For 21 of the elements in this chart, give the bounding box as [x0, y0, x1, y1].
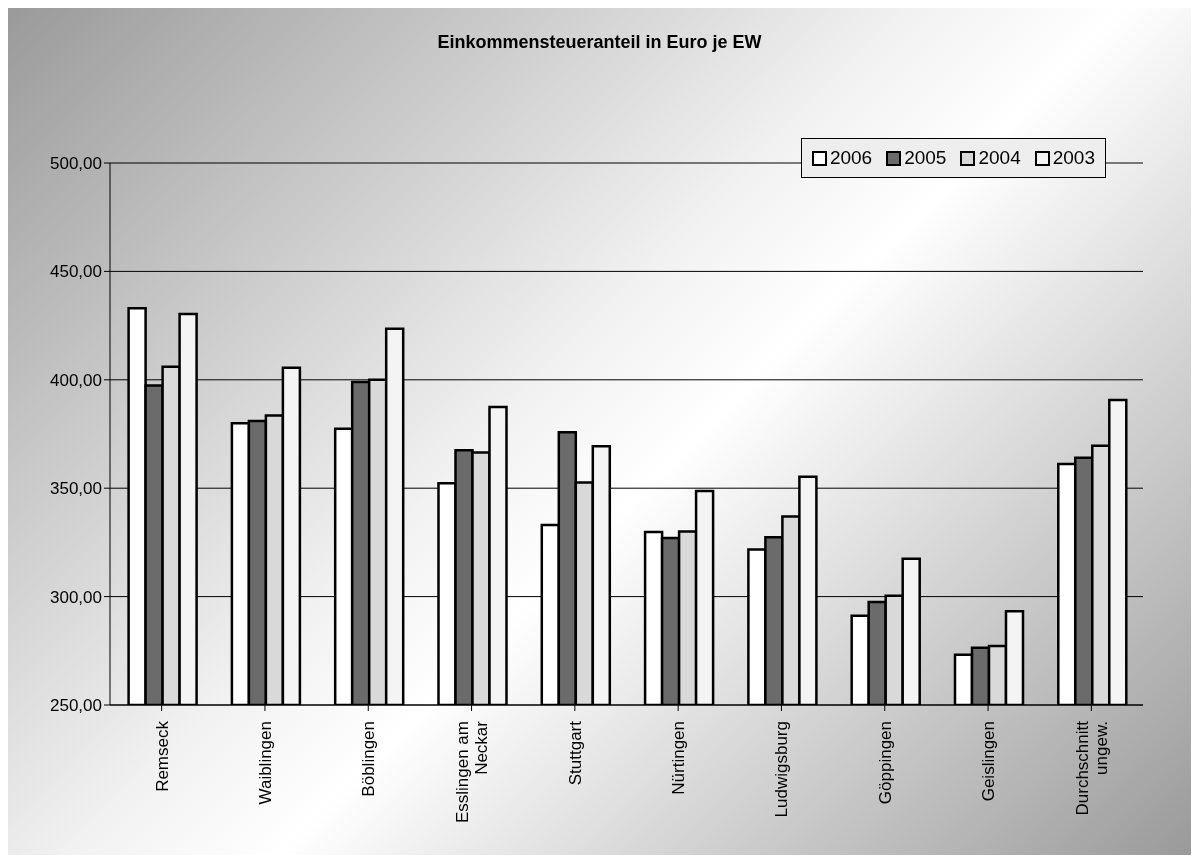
legend-label: 2005	[904, 147, 947, 169]
x-tick-label: Remseck	[152, 720, 172, 792]
legend-label: 2006	[829, 147, 873, 169]
y-tick-label: 450,00	[50, 262, 102, 282]
x-tick-label: Geislingen	[979, 721, 999, 802]
x-tick-label: Ludwigsburg	[772, 721, 792, 818]
y-tick-label: 300,00	[50, 587, 102, 607]
x-tick-label: Stuttgart	[565, 720, 585, 786]
legend-label: 2004	[978, 147, 1021, 169]
legend-label: 2003	[1052, 147, 1095, 169]
x-tick-label: Esslingen am Neckar	[453, 720, 492, 824]
x-tick-label: Nürtingen	[669, 721, 689, 795]
chart-title: Einkommensteueranteil in Euro je EW	[436, 32, 763, 53]
x-tick-label: Göppingen	[875, 721, 895, 805]
x-tick-label: Waiblingen	[255, 721, 275, 805]
y-tick-label: 400,00	[50, 370, 102, 390]
y-tick-label: 350,00	[50, 479, 102, 499]
x-tick-label: Durchschnitt ungew.	[1072, 720, 1111, 816]
y-tick-label: 250,00	[50, 696, 102, 716]
y-tick-label: 500,00	[50, 154, 102, 174]
x-tick-label: Böblingen	[359, 721, 379, 797]
